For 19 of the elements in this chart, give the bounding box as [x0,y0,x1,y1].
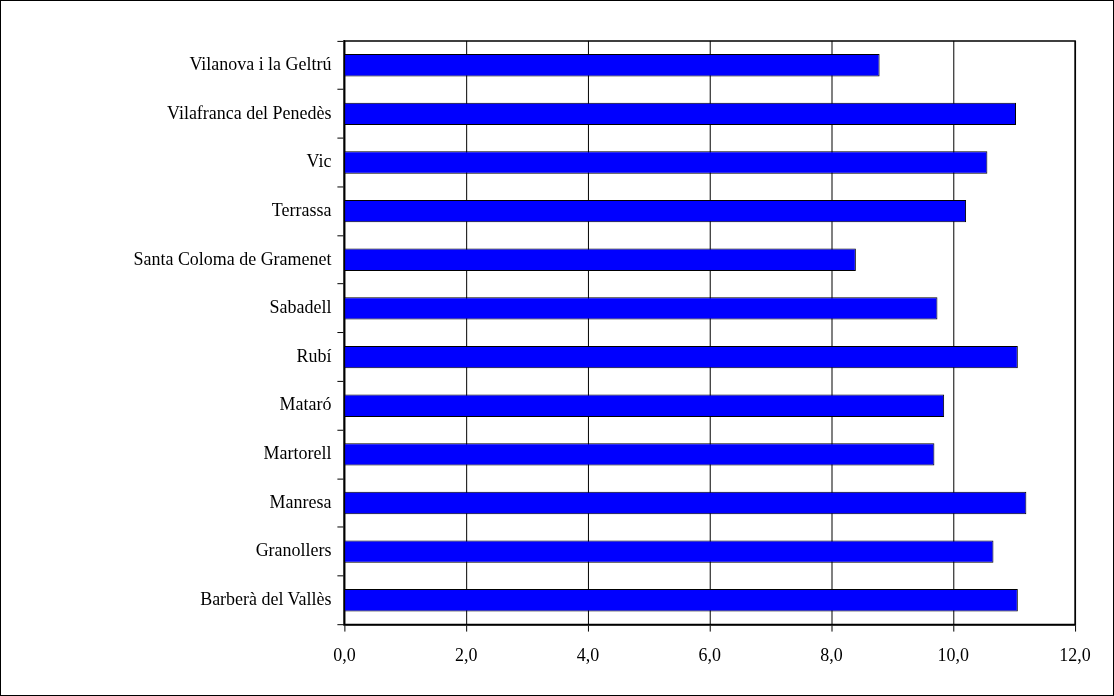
y-tick-label: Santa Coloma de Gramenet [133,248,332,269]
x-tick-label: 6,0 [698,645,721,666]
x-tick-label: 4,0 [576,645,600,666]
y-tick-label: Sabadell [269,297,332,318]
x-tick-label: 12,0 [1059,645,1091,666]
y-tick-label: Vic [306,151,332,172]
x-tick-label: 2,0 [454,645,478,666]
y-tick-label: Vilafranca del Penedès [167,102,332,123]
y-tick-label: Rubí [296,345,332,366]
x-tick-label: 0,0 [333,645,356,666]
y-tick-label: Manresa [269,491,332,512]
y-tick-label: Mataró [279,394,332,415]
y-tick-label: Granollers [255,540,332,561]
y-tick-label: Barberà del Vallès [200,589,332,609]
x-tick-label: 10,0 [937,645,970,666]
y-tick-label: Vilanova i la Geltrú [189,53,332,74]
x-tick-label: 8,0 [820,645,843,666]
y-tick-label: Martorell [263,443,332,464]
y-tick-label: Terrassa [271,199,332,220]
